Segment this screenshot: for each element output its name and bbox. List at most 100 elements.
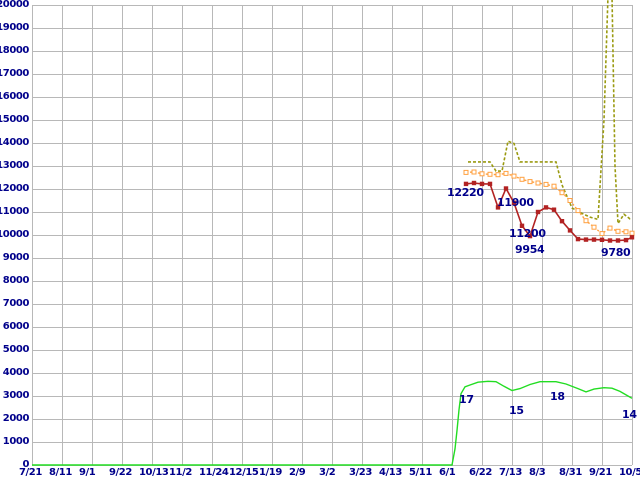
data-point-label-count: 18 [550,390,565,403]
data-marker-high [607,225,613,231]
x-axis-tick-label: 9/22 [109,467,132,478]
data-marker-high [591,224,597,230]
y-axis-tick-label: 16000 [0,91,29,102]
y-axis-tick-label: 12000 [0,183,29,194]
x-axis-tick-label: 7/21 [19,467,42,478]
data-marker-high [615,228,621,234]
data-point-label-price: 12220 [447,186,484,199]
data-point-label-count: 15 [509,404,524,417]
data-marker-high [559,190,565,196]
x-axis-tick-label: 1/19 [259,467,282,478]
data-marker-price [607,238,613,243]
y-axis-tick-label: 17000 [0,68,29,79]
y-axis-tick-label: 13000 [0,160,29,171]
series-price [463,180,635,243]
x-axis-tick-label: 10/5 [619,467,640,478]
data-point-label-price: 11900 [497,196,534,209]
data-marker-price [567,228,573,233]
series-volatility [468,0,632,226]
data-marker-high [567,198,573,203]
data-marker-price [583,237,589,242]
x-axis-tick-label: 11/2 [169,467,192,478]
data-marker-price [575,236,581,242]
x-axis-tick-label: 5/11 [409,467,432,478]
data-marker-price [543,205,549,210]
x-axis-tick-label: 12/15 [229,467,259,478]
data-marker-price [511,200,517,205]
data-point-label-price: 11200 [509,227,546,240]
series-line-price [465,182,633,242]
y-axis-tick-label: 1000 [2,436,30,447]
data-point-label-price: 9954 [515,243,545,256]
x-axis-tick-label: 3/23 [349,467,372,478]
data-marker-price [559,219,565,224]
series-line-volatility [468,0,632,226]
data-marker-high [575,208,581,214]
y-axis-tick-label: 10000 [0,229,29,240]
y-axis-tick-label: 6000 [2,321,30,332]
x-axis-tick-label: 4/13 [379,467,402,478]
data-marker-high [479,171,485,177]
data-marker-price [471,180,477,186]
y-axis-tick-label: 2000 [2,413,30,424]
data-marker-price [519,223,525,228]
y-axis-tick-label: 3000 [2,390,30,401]
y-axis-tick-label: 8000 [2,275,30,286]
x-axis-tick-label: 8/11 [49,467,72,478]
data-marker-high [511,173,517,179]
data-marker-high [543,181,549,187]
y-axis-tick-label: 4000 [2,367,30,378]
x-axis-tick-label: 10/13 [139,467,169,478]
data-marker-price [479,181,485,187]
y-axis-tick-label: 19000 [0,22,29,33]
data-marker-high [463,169,469,175]
x-axis-tick-label: 9/1 [79,467,96,478]
data-marker-price [551,207,557,212]
data-marker-price [535,209,541,215]
x-axis-tick-label: 8/31 [559,467,582,478]
x-axis-tick-label: 2/9 [289,467,306,478]
x-axis-tick-label: 11/24 [199,467,229,478]
y-axis-tick-label: 11000 [0,206,29,217]
data-marker-price [599,237,605,242]
data-point-label-count: 14 [622,408,637,421]
x-axis-tick-label: 8/3 [529,467,546,478]
series-line-count [32,380,633,466]
data-marker-high [629,230,635,236]
series-line-high [465,171,633,235]
x-axis-tick-label: 6/1 [439,467,456,478]
y-axis-tick-label: 18000 [0,45,29,56]
data-marker-price [615,238,621,243]
series-high [463,169,635,237]
data-marker-high [519,176,525,182]
data-marker-high [623,229,629,235]
y-axis-tick-label: 7000 [2,298,30,309]
data-marker-high [551,183,557,189]
data-marker-high [535,180,541,186]
x-axis-tick-label: 7/13 [499,467,522,478]
series-count [32,380,633,466]
data-marker-high [527,179,533,185]
data-marker-price [487,181,493,187]
data-marker-price [629,235,635,240]
y-axis-tick-label: 15000 [0,114,29,125]
y-axis-tick-label: 20000 [0,0,29,10]
x-axis-tick-label: 9/21 [589,467,612,478]
data-marker-high [487,171,493,177]
x-axis-tick-label: 6/22 [469,467,492,478]
data-marker-high [495,172,501,178]
data-marker-high [599,231,605,237]
y-axis-tick-label: 5000 [2,344,30,355]
y-axis-tick-label: 14000 [0,137,29,148]
data-marker-price [495,205,501,210]
data-point-label-price: 9780 [601,246,631,259]
data-marker-price [591,237,597,242]
data-marker-price [527,233,533,239]
data-marker-high [471,169,477,175]
data-marker-price [463,181,469,187]
data-marker-high [583,218,589,224]
data-marker-price [503,186,509,191]
